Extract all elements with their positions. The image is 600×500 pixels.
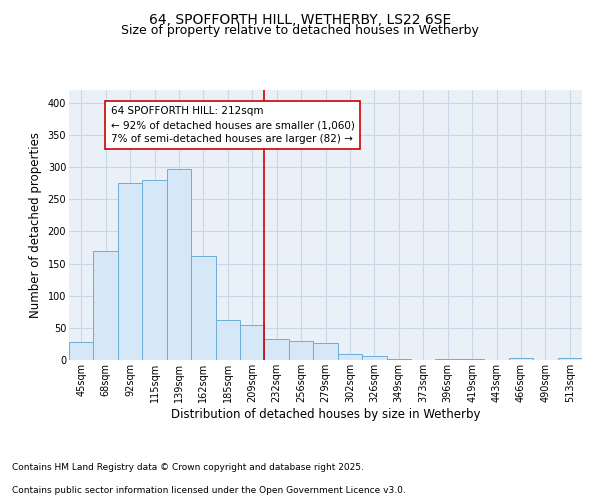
Bar bbox=[289, 340, 313, 360]
Bar bbox=[94, 250, 118, 360]
Bar bbox=[69, 342, 94, 360]
Text: 64 SPOFFORTH HILL: 212sqm
← 92% of detached houses are smaller (1,060)
7% of sem: 64 SPOFFORTH HILL: 212sqm ← 92% of detac… bbox=[110, 106, 355, 144]
Bar bbox=[265, 339, 289, 360]
Bar bbox=[313, 342, 338, 360]
Bar bbox=[362, 356, 386, 360]
Text: 64, SPOFFORTH HILL, WETHERBY, LS22 6SE: 64, SPOFFORTH HILL, WETHERBY, LS22 6SE bbox=[149, 12, 451, 26]
X-axis label: Distribution of detached houses by size in Wetherby: Distribution of detached houses by size … bbox=[171, 408, 480, 420]
Bar bbox=[167, 169, 191, 360]
Text: Contains HM Land Registry data © Crown copyright and database right 2025.: Contains HM Land Registry data © Crown c… bbox=[12, 464, 364, 472]
Bar bbox=[215, 320, 240, 360]
Bar bbox=[191, 256, 215, 360]
Bar bbox=[240, 326, 265, 360]
Bar bbox=[557, 358, 582, 360]
Bar bbox=[509, 358, 533, 360]
Bar bbox=[386, 358, 411, 360]
Bar bbox=[118, 183, 142, 360]
Y-axis label: Number of detached properties: Number of detached properties bbox=[29, 132, 42, 318]
Bar bbox=[142, 180, 167, 360]
Text: Contains public sector information licensed under the Open Government Licence v3: Contains public sector information licen… bbox=[12, 486, 406, 495]
Text: Size of property relative to detached houses in Wetherby: Size of property relative to detached ho… bbox=[121, 24, 479, 37]
Bar bbox=[338, 354, 362, 360]
